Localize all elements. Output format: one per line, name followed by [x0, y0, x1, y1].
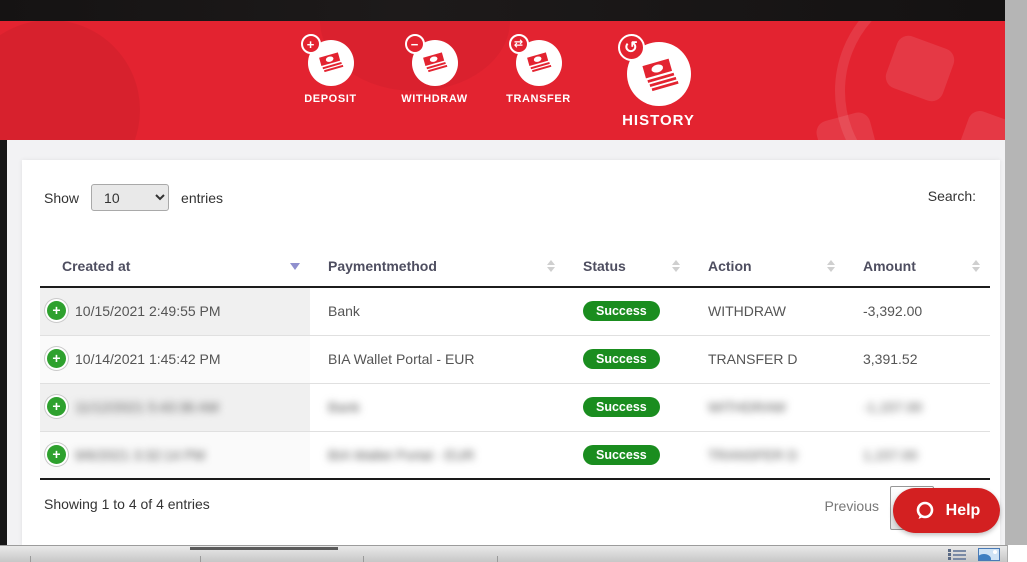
created-at-cell: 10/14/2021 1:45:42 PM — [75, 351, 221, 367]
status-bar-corner — [1007, 545, 1027, 562]
money-stack-icon — [526, 52, 552, 73]
window-left-edge — [0, 140, 7, 548]
nav-transfer[interactable]: ⇄ TRANSFER — [499, 34, 579, 105]
table-header-row: Created at Paymentmethod Status Action A… — [40, 248, 990, 288]
amount-cell: 1,157.00 — [863, 446, 918, 463]
previous-page-button[interactable]: Previous — [824, 498, 879, 514]
action-cell: WITHDRAW — [690, 287, 845, 336]
search-label: Search: — [927, 188, 976, 204]
amount-cell: -3,392.00 — [845, 287, 990, 336]
chat-bubble-icon — [916, 501, 933, 519]
money-stack-icon — [422, 52, 448, 73]
table-row-redacted: + 11/12/2021 5:43:36 AM Bank Success WIT… — [40, 383, 990, 432]
action-cell: TRANSFER D — [690, 335, 845, 384]
nav-withdraw-label: WITHDRAW — [401, 93, 468, 105]
row-expand-button[interactable]: + — [47, 397, 66, 416]
action-cell: WITHDRAW — [708, 399, 787, 415]
minus-badge-icon: − — [404, 34, 425, 54]
sort-icon — [547, 260, 555, 272]
details-view-icon[interactable] — [948, 548, 970, 561]
help-button-label: Help — [945, 501, 981, 519]
money-stack-icon — [642, 58, 679, 92]
plus-badge-icon: + — [300, 34, 321, 54]
row-expand-button[interactable]: + — [47, 301, 66, 321]
sort-icon — [672, 260, 680, 272]
table-row: + 10/15/2021 2:49:55 PM Bank Success WIT… — [40, 287, 990, 336]
status-bar — [0, 545, 1007, 562]
withdraw-icon-circle: − — [404, 34, 458, 86]
page-length-select[interactable]: 10 — [91, 184, 170, 211]
wallet-header: + DEPOSIT − — [0, 21, 1005, 140]
history-table-card: Show 10 entries Search: Created at Payme… — [22, 160, 1000, 545]
row-expand-button[interactable]: + — [47, 444, 66, 464]
deposit-icon-circle: + — [300, 34, 354, 86]
payment-method-cell: Bank — [328, 399, 360, 415]
history-icon-circle: ↺ — [617, 34, 691, 106]
status-badge: Success — [583, 397, 660, 417]
top-dark-bar — [0, 0, 1005, 21]
nav-transfer-label: TRANSFER — [506, 93, 571, 105]
amount-cell: 3,391.52 — [845, 335, 990, 384]
thumbnail-view-icon[interactable] — [978, 548, 1000, 561]
payment-method-cell: BIA Wallet Portal - EUR — [328, 446, 475, 463]
transfer-icon-circle: ⇄ — [508, 34, 562, 86]
table-row-redacted: + 9/6/2021 3:32:14 PM BIA Wallet Portal … — [40, 431, 990, 480]
soccer-ball-pattern — [835, 21, 1005, 140]
status-badge: Success — [583, 301, 660, 322]
table-row: + 10/14/2021 1:45:42 PM BIA Wallet Porta… — [40, 335, 990, 384]
status-badge: Success — [583, 349, 660, 369]
col-header-status[interactable]: Status — [565, 248, 690, 288]
history-table: Created at Paymentmethod Status Action A… — [40, 248, 990, 480]
payment-method-cell: Bank — [310, 287, 565, 336]
created-at-cell: 11/12/2021 5:43:36 AM — [75, 399, 219, 415]
col-header-action[interactable]: Action — [690, 248, 845, 288]
ruler-tick — [363, 556, 364, 562]
window-right-edge — [1005, 0, 1027, 562]
nav-history-active[interactable]: ↺ HISTORY — [603, 34, 715, 129]
entries-label: entries — [181, 189, 224, 206]
transfer-arrows-badge-icon: ⇄ — [508, 34, 529, 54]
table-info-summary: Showing 1 to 4 of 4 entries — [44, 496, 210, 512]
wallet-nav: + DEPOSIT − — [0, 34, 1005, 129]
nav-deposit-label: DEPOSIT — [304, 93, 357, 105]
col-header-amount[interactable]: Amount — [845, 248, 990, 288]
ruler-tick — [30, 556, 31, 562]
page-length-control: Show 10 entries — [44, 184, 223, 211]
ruler-tick — [200, 556, 201, 562]
nav-history-label: HISTORY — [622, 112, 695, 129]
amount-cell: -1,157.00 — [863, 399, 923, 415]
help-button[interactable]: Help — [893, 488, 1000, 533]
status-badge: Success — [583, 444, 660, 465]
payment-method-cell: BIA Wallet Portal - EUR — [310, 335, 565, 384]
nav-deposit[interactable]: + DEPOSIT — [291, 34, 371, 105]
sort-icon — [827, 260, 835, 272]
col-header-created-at[interactable]: Created at — [40, 248, 310, 288]
row-expand-button[interactable]: + — [47, 349, 66, 368]
created-at-cell: 10/15/2021 2:49:55 PM — [75, 303, 221, 320]
sort-desc-icon — [290, 262, 300, 270]
nav-withdraw[interactable]: − WITHDRAW — [395, 34, 475, 105]
money-stack-icon — [318, 52, 344, 73]
ruler-tick — [497, 556, 498, 562]
show-label: Show — [44, 189, 80, 206]
sort-icon — [972, 260, 980, 272]
history-clock-badge-icon: ↺ — [617, 34, 645, 61]
created-at-cell: 9/6/2021 3:32:14 PM — [75, 446, 205, 463]
action-cell: TRANSFER D — [708, 446, 798, 463]
scrollbar-thumb[interactable] — [190, 547, 338, 550]
col-header-paymentmethod[interactable]: Paymentmethod — [310, 248, 565, 288]
